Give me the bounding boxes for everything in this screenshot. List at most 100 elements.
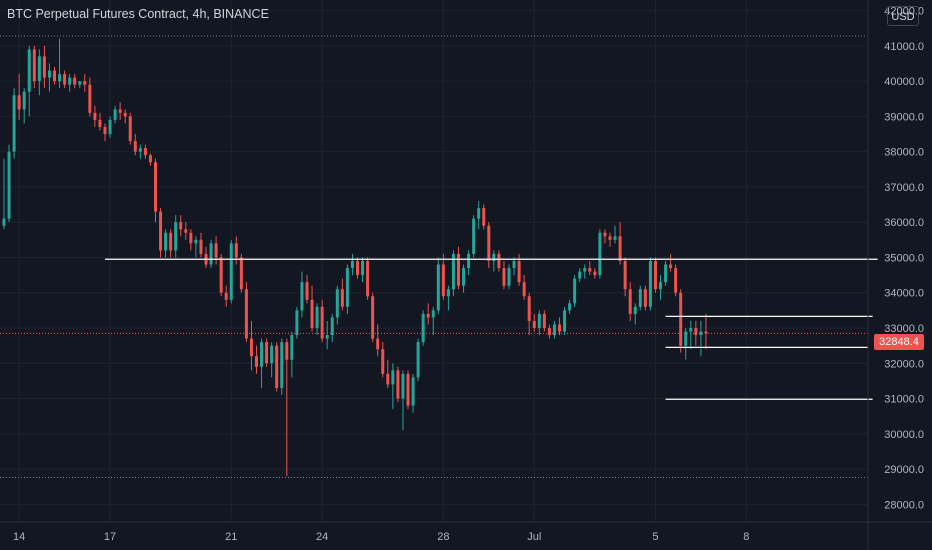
candle-body <box>265 342 269 364</box>
candle-body <box>689 328 693 332</box>
candle-body <box>421 313 425 343</box>
x-tick-label: 5 <box>652 531 658 543</box>
candle-body <box>406 373 410 406</box>
candle-body <box>73 77 77 85</box>
x-tick-label: 24 <box>316 531 328 543</box>
candle-body <box>547 328 551 336</box>
candle-body <box>22 91 26 110</box>
candle-body <box>684 331 688 346</box>
y-tick-label: 36000.0 <box>884 217 924 229</box>
candle-body <box>194 239 198 244</box>
candle-body <box>593 271 597 276</box>
candle-body <box>522 282 526 297</box>
y-tick-label: 33000.0 <box>884 323 924 335</box>
candle-body <box>446 289 450 297</box>
candle-body <box>12 95 16 152</box>
y-tick-label: 37000.0 <box>884 182 924 194</box>
candle-body <box>93 112 97 120</box>
candle-body <box>209 243 213 265</box>
candle-body <box>214 243 218 258</box>
candle-body <box>598 232 602 276</box>
candle-body <box>507 268 511 286</box>
candle-body <box>457 253 460 286</box>
candle-body <box>219 257 223 293</box>
last-price-label: 32848.4 <box>874 334 924 350</box>
candle-body <box>174 222 178 251</box>
candle-body <box>431 310 435 318</box>
candle-body <box>552 324 556 336</box>
x-tick-label: 17 <box>104 531 116 543</box>
y-tick-label: 29000.0 <box>884 464 924 476</box>
candle-body <box>244 289 248 339</box>
candle-body <box>133 141 137 152</box>
candle-body <box>648 261 652 307</box>
dotted-levels <box>0 35 868 479</box>
candle-body <box>643 289 647 307</box>
candle-body <box>239 257 243 290</box>
candle-body <box>537 313 541 329</box>
candle-body <box>416 342 420 378</box>
candle-body <box>290 335 294 360</box>
candle-body <box>356 261 359 276</box>
candle-body <box>330 317 334 336</box>
candle-body <box>184 229 188 233</box>
candle-body <box>694 328 698 336</box>
candle-body <box>603 232 607 237</box>
candle-body <box>411 377 415 406</box>
candle-body <box>255 356 258 367</box>
candle-body <box>366 261 370 297</box>
currency-button[interactable]: USD <box>887 6 919 26</box>
candle-body <box>704 331 708 334</box>
candle-body <box>623 261 627 290</box>
candle-body <box>401 373 405 399</box>
x-tick-label: 8 <box>743 531 749 543</box>
candle-body <box>568 303 572 311</box>
candle-body <box>118 109 122 113</box>
candle-body <box>558 324 561 332</box>
candle-body <box>633 306 637 314</box>
candle-body <box>103 126 107 135</box>
candle-body <box>53 70 56 82</box>
candle-body <box>462 268 466 286</box>
y-tick-label: 31000.0 <box>884 394 924 406</box>
candle-body <box>391 370 395 385</box>
candle-body <box>340 289 344 307</box>
candle-body <box>497 253 501 269</box>
y-tick-label: 28000.0 <box>884 499 924 511</box>
candle-body <box>7 151 11 219</box>
grid <box>0 0 868 522</box>
time-axis[interactable]: 14 17 21 24 28 Jul 5 8 <box>0 521 932 543</box>
candle-body <box>699 331 703 336</box>
candle-body <box>164 232 168 251</box>
candle-body <box>396 370 400 399</box>
candle-body <box>128 116 132 142</box>
candle-body <box>325 335 329 339</box>
x-tick-label: Jul <box>527 531 541 543</box>
candle-body <box>315 306 319 329</box>
candle-body <box>638 289 642 307</box>
candle-body <box>27 49 31 92</box>
candle-body <box>285 342 289 360</box>
candle-body <box>320 306 324 339</box>
candle-body <box>426 313 430 318</box>
y-tick-label: 38000.0 <box>884 147 924 159</box>
candle-body <box>310 299 314 329</box>
candle-body <box>260 342 264 367</box>
candle-body <box>138 148 142 152</box>
candle-body <box>108 119 112 135</box>
candle-body <box>83 81 87 85</box>
candle-body <box>123 112 127 117</box>
candle-body <box>154 162 157 212</box>
candle-body <box>2 218 6 226</box>
candle-body <box>169 232 173 251</box>
candle-body <box>58 74 62 82</box>
candle-body <box>628 289 632 314</box>
candle-body <box>270 345 274 364</box>
candle-body <box>300 282 304 311</box>
candle-body <box>512 261 516 269</box>
candle-body <box>371 296 375 339</box>
candle-body <box>345 268 349 307</box>
price-axis[interactable]: 28000.0 29000.0 30000.0 31000.0 32000.0 33000… <box>867 0 924 550</box>
chart-title: BTC Perpetual Futures Contract, 4h, BINA… <box>7 7 269 21</box>
